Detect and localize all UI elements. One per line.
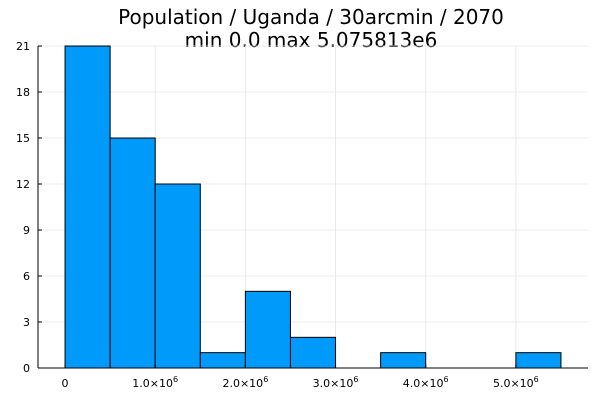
y-tick-label: 6 [23,270,30,283]
histogram-bar [154,183,201,369]
histogram-bar [515,352,562,369]
x-tick-label: 4.0×106 [403,375,449,390]
y-tick-label: 21 [16,40,30,53]
y-tick-label: 0 [23,362,30,375]
y-tick-label: 3 [23,316,30,329]
histogram-bar [109,137,156,369]
x-tick-label: 1.0×106 [132,375,178,390]
y-tick-label: 18 [16,86,30,99]
y-tick-label: 15 [16,132,30,145]
axes [37,46,588,369]
chart-title-line-2: min 0.0 max 5.075813e6 [185,28,438,52]
histogram-bar [64,45,111,369]
y-tick-label: 9 [23,224,30,237]
x-axis-ticks: 0 1.0×106 2.0×106 3.0×106 4.0×106 5.0×106 [62,364,539,390]
histogram-bars [64,45,562,369]
x-tick-label: 5.0×106 [493,375,539,390]
histogram-bar [244,290,291,369]
x-tick-label: 3.0×106 [313,375,359,390]
histogram-bar [199,352,246,369]
y-tick-label: 12 [16,178,30,191]
x-tick-label: 0 [62,377,69,390]
chart-title-line-1: Population / Uganda / 30arcmin / 2070 [118,5,504,29]
x-tick-label: 2.0×106 [222,375,268,390]
histogram-bar [289,336,337,369]
y-axis-ticks: 0 3 6 9 12 15 18 21 [16,40,42,375]
histogram-bar [380,352,427,369]
